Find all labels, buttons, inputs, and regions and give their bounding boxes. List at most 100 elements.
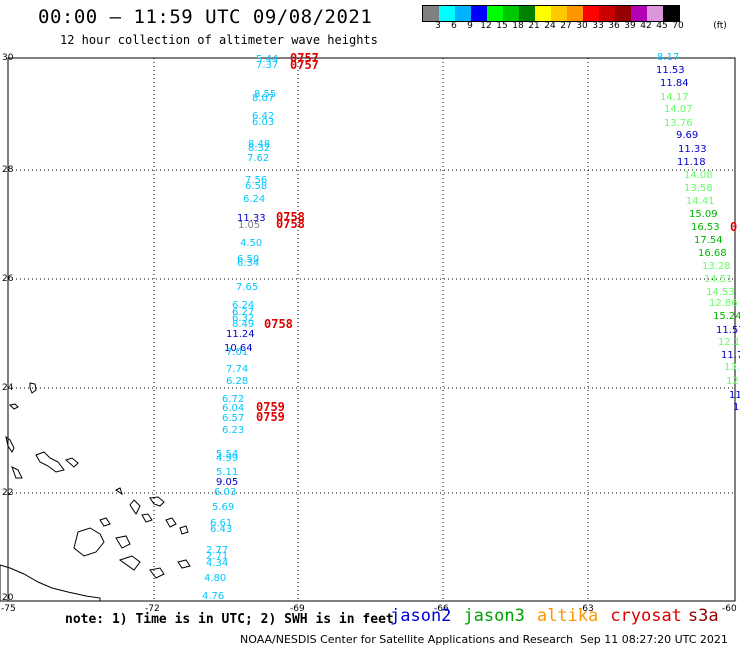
colorbar-label: 33	[592, 21, 604, 31]
wave-height-label: 14.53	[706, 287, 735, 298]
wave-height-label: 7.56	[245, 175, 267, 186]
wave-height-label: 6.24	[232, 300, 254, 311]
wave-height-label: 14.41	[686, 196, 715, 207]
wave-height-label: 11.18	[677, 157, 706, 168]
pass-time-label: 0759	[256, 400, 285, 414]
wave-height-label: 1	[733, 402, 739, 413]
track-east-labels: 8.1711.5311.8414.1714.0713.769.6911.3311…	[656, 52, 740, 413]
wave-height-label: 9.05	[216, 477, 238, 488]
graticule	[8, 58, 735, 601]
colorbar-label: 3	[435, 21, 441, 31]
wave-height-label: 4.50	[240, 238, 262, 249]
wave-height-label: 7.65	[236, 282, 258, 293]
map-title: 00:00 – 11:59 UTC 09/08/2021	[38, 6, 373, 28]
lon-label: -63	[579, 604, 594, 614]
pass-time-label: 0758	[276, 217, 305, 231]
wave-height-label: 5.54	[216, 449, 238, 460]
colorbar-swatch	[487, 6, 503, 21]
credit-line: NOAA/NESDIS Center for Satellite Applica…	[240, 633, 574, 646]
track-west-labels: 5.447.378.558.076.426.038.488.327.627.56…	[202, 54, 278, 602]
colorbar-unit: (ft)	[713, 21, 727, 31]
wave-height-label: 6.27	[232, 307, 254, 318]
colorbar-label: 9	[467, 21, 473, 31]
wave-height-label: 1.05	[238, 220, 260, 231]
wave-height-label: 5.11	[216, 467, 238, 478]
lat-label: 26	[2, 274, 14, 284]
wave-height-label: 6.24	[243, 194, 265, 205]
colorbar-label: 36	[608, 21, 620, 31]
wave-height-label: 2.77	[206, 545, 228, 556]
legend-s3a: s3a	[687, 606, 719, 626]
wave-height-label: 13.58	[684, 183, 713, 194]
pass-time-label: 0759	[256, 410, 285, 424]
wave-height-label: 5.44	[256, 54, 278, 65]
wave-height-label: 2.71	[206, 551, 228, 562]
legend-altika: altika	[536, 606, 599, 626]
wave-height-label: 6.57	[222, 413, 244, 424]
wave-height-label: 11.57	[716, 325, 740, 336]
lon-label: -72	[145, 604, 160, 614]
colorbar	[422, 5, 680, 22]
wave-height-label: 14.08	[684, 170, 713, 181]
lon-label: -60	[722, 604, 737, 614]
wave-height-label: 10.64	[224, 343, 253, 354]
lat-label: 28	[2, 165, 14, 175]
wave-height-label: 8.49	[232, 319, 254, 330]
wave-height-label: 6.28	[226, 376, 248, 387]
colorbar-swatch	[471, 6, 487, 21]
colorbar-swatch	[583, 6, 599, 21]
wave-height-label: 7.37	[256, 60, 278, 71]
lat-label: 22	[2, 488, 13, 498]
colorbar-swatch	[535, 6, 551, 21]
wave-height-label: 6.72	[222, 394, 244, 405]
colorbar-label: 70	[672, 21, 684, 31]
colorbar-swatch	[663, 6, 679, 21]
pass-time-label: 0758	[264, 317, 293, 331]
wave-height-label: 13.76	[664, 118, 693, 129]
wave-height-label: 7.74	[226, 364, 248, 375]
footer-note: note: 1) Time is in UTC; 2) SWH is in fe…	[65, 612, 394, 627]
satellite-legend: jason2 jason3 altika cryosat s3a	[390, 606, 731, 626]
pass-time-label: 0757	[290, 51, 319, 65]
colorbar-label: 21	[528, 21, 540, 31]
legend-cryosat: cryosat	[610, 606, 682, 626]
pass-time-label: 0758	[276, 210, 305, 224]
wave-height-label: 8.32	[248, 143, 270, 154]
lat-label: 30	[2, 53, 14, 63]
wave-height-label: 14.51	[704, 274, 733, 285]
wave-height-label: 11.33	[237, 213, 266, 224]
colorbar-label: 30	[576, 21, 588, 31]
wave-height-label: 8.07	[252, 93, 274, 104]
map-subtitle: 12 hour collection of altimeter wave hei…	[60, 33, 378, 47]
wave-height-label: 4.99	[216, 453, 238, 464]
wave-height-label: 6.50	[237, 254, 259, 265]
colorbar-swatch	[439, 6, 455, 21]
wave-height-label: 4.34	[206, 558, 228, 569]
lat-label: 24	[2, 383, 14, 393]
colorbar-labels: 3 6 9 12 15 18 21 24 27 30 33 36 39 42 45 70 (ft)	[422, 21, 740, 35]
wave-height-label: 7.62	[247, 153, 269, 164]
colorbar-label: 18	[512, 21, 524, 31]
wave-height-label: 11.33	[678, 144, 707, 155]
colorbar-label: 24	[544, 21, 556, 31]
wave-height-label: 8.17	[657, 52, 679, 63]
wave-height-label: 16.68	[698, 248, 727, 259]
wave-height-label: 6.04	[222, 403, 244, 414]
wave-height-label: 12.1	[718, 337, 740, 348]
wave-height-label: 13.	[724, 362, 740, 373]
credit-timestamp: Sep 11 08:27:20 UTC 2021	[580, 633, 728, 646]
wave-height-label: 8.48	[248, 139, 270, 150]
wave-height-label: 6.42	[252, 111, 274, 122]
wave-height-label: 11.24	[226, 329, 255, 340]
wave-height-label: 6.23	[222, 425, 244, 436]
wave-height-label: 6.32	[232, 313, 254, 324]
latitude-labels: 30 28 26 24 22 20	[2, 53, 14, 603]
colorbar-label: 6	[451, 21, 457, 31]
pass-time-label: 0757	[290, 58, 319, 72]
legend-jason2: jason2	[390, 606, 452, 626]
wave-height-label: 12.86	[709, 298, 738, 309]
wave-height-label: 9.69	[676, 130, 698, 141]
wave-height-label: 11.84	[660, 78, 689, 89]
